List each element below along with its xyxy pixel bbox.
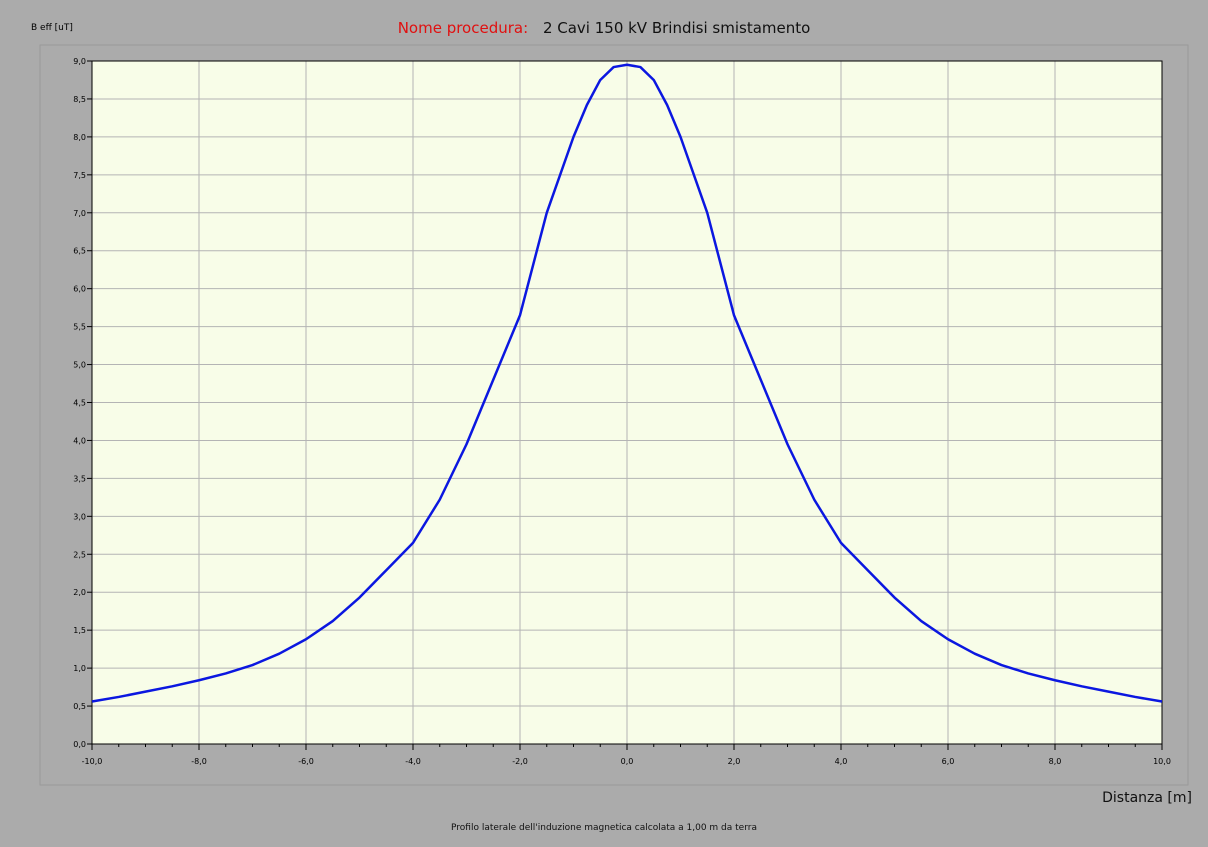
chart-title: Nome procedura: 2 Cavi 150 kV Brindisi s… — [0, 19, 1208, 37]
x-axis-label: Distanza [m] — [1102, 790, 1192, 806]
y-tick-label: 7,5 — [73, 171, 86, 180]
chart-panel-frame — [39, 44, 1189, 786]
y-tick-label: 2,0 — [73, 588, 86, 597]
y-tick-label: 5,0 — [73, 361, 86, 370]
y-tick-label: 9,0 — [73, 57, 86, 66]
x-tick-label: 2,0 — [728, 757, 741, 766]
x-tick-label: 4,0 — [835, 757, 848, 766]
y-tick-label: 6,5 — [73, 247, 86, 256]
y-tick-label: 0,5 — [73, 702, 86, 711]
chart-caption: Profilo laterale dell'induzione magnetic… — [451, 823, 757, 833]
y-tick-label: 3,0 — [73, 512, 86, 521]
y-tick-label: 7,0 — [73, 209, 86, 218]
y-axis-label: B eff [uT] — [31, 23, 73, 33]
x-tick-label: -2,0 — [512, 757, 528, 766]
y-tick-label: 6,0 — [73, 285, 86, 294]
title-key: Nome procedura: — [397, 19, 529, 37]
x-tick-label: -8,0 — [191, 757, 207, 766]
x-tick-label: -6,0 — [298, 757, 314, 766]
x-tick-label: 6,0 — [942, 757, 955, 766]
y-tick-label: 8,5 — [73, 95, 86, 104]
y-tick-label: 2,5 — [73, 550, 86, 559]
x-tick-label: 10,0 — [1153, 757, 1171, 766]
plot-border — [91, 60, 1163, 745]
y-tick-label: 1,5 — [73, 626, 86, 635]
y-tick-label: 0,0 — [73, 740, 86, 749]
y-tick-label: 4,5 — [73, 399, 86, 408]
x-tick-label: 0,0 — [621, 757, 634, 766]
y-tick-label: 1,0 — [73, 664, 86, 673]
y-tick-label: 5,5 — [73, 323, 86, 332]
x-tick-label: -4,0 — [405, 757, 421, 766]
title-value: 2 Cavi 150 kV Brindisi smistamento — [542, 19, 811, 37]
y-tick-label: 3,5 — [73, 474, 86, 483]
x-tick-label: -10,0 — [82, 757, 103, 766]
y-tick-label: 4,0 — [73, 436, 86, 445]
x-tick-label: 8,0 — [1049, 757, 1062, 766]
y-tick-label: 8,0 — [73, 133, 86, 142]
series-line-0 — [91, 63, 1163, 703]
